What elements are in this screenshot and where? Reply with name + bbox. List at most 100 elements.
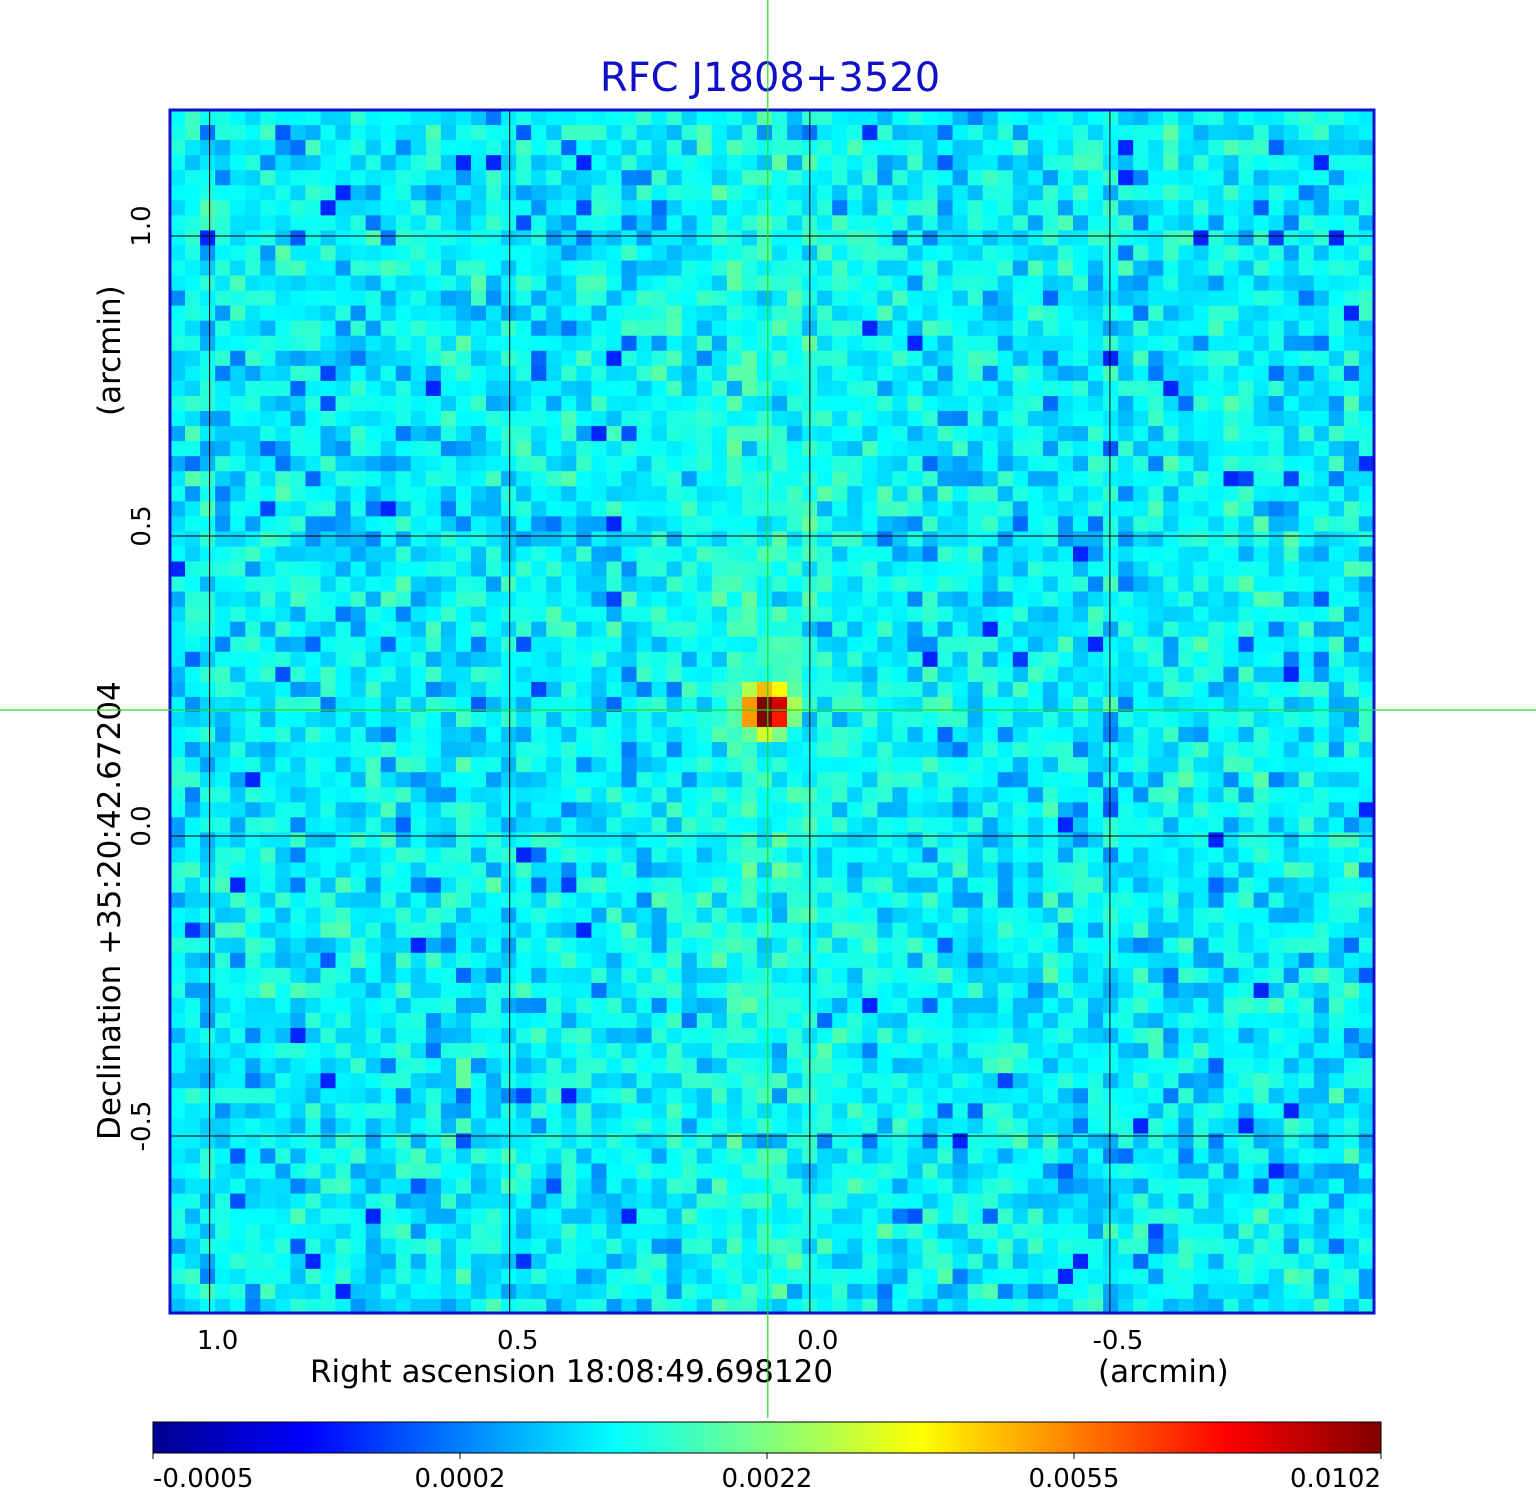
map-pixel [230, 591, 246, 608]
map-pixel [395, 426, 412, 442]
map-pixel [967, 411, 984, 427]
map-pixel [862, 426, 878, 442]
map-pixel [410, 832, 427, 849]
map-pixel [817, 606, 833, 623]
map-pixel [1193, 802, 1210, 818]
map-pixel [516, 110, 532, 126]
map-pixel [1358, 982, 1375, 999]
map-pixel [275, 666, 291, 683]
map-pixel [982, 516, 999, 532]
map-pixel [1283, 892, 1300, 909]
map-pixel [922, 862, 939, 879]
map-pixel [1343, 561, 1360, 578]
map-pixel [215, 486, 231, 502]
map-pixel [1238, 787, 1255, 803]
map-pixel [1358, 245, 1375, 262]
map-pixel [952, 471, 969, 487]
map-pixel [1223, 531, 1240, 548]
map-pixel [516, 546, 532, 563]
map-pixel [1328, 546, 1345, 563]
map-pixel [952, 320, 969, 337]
map-pixel [290, 200, 307, 216]
map-pixel [170, 426, 186, 442]
map-pixel [952, 621, 969, 638]
map-pixel [546, 712, 562, 728]
map-pixel [425, 215, 442, 231]
map-pixel [726, 125, 743, 141]
map-pixel [1268, 591, 1285, 608]
map-pixel [320, 877, 337, 894]
map-pixel [877, 411, 893, 427]
map-pixel [1148, 636, 1164, 653]
map-pixel [1103, 606, 1119, 623]
map-pixel [1133, 320, 1149, 337]
map-pixel [877, 847, 893, 864]
map-pixel [275, 546, 291, 563]
map-pixel [772, 546, 788, 563]
map-pixel [576, 531, 592, 548]
map-pixel [410, 501, 427, 517]
map-pixel [1313, 260, 1330, 277]
map-pixel [1238, 125, 1255, 141]
map-pixel [455, 215, 472, 231]
map-pixel [290, 997, 307, 1014]
map-pixel [1012, 531, 1029, 548]
map-pixel [832, 772, 848, 788]
map-pixel [606, 862, 623, 879]
map-pixel [877, 546, 893, 563]
map-pixel [1163, 591, 1179, 608]
map-pixel [1253, 997, 1270, 1014]
map-pixel [380, 952, 397, 969]
map-pixel [185, 260, 201, 277]
map-pixel [1298, 892, 1315, 909]
map-pixel [170, 937, 186, 954]
map-pixel [1283, 531, 1300, 548]
map-pixel [320, 1013, 337, 1029]
map-pixel [982, 591, 999, 608]
map-pixel [997, 621, 1014, 638]
map-pixel [1268, 997, 1285, 1014]
map-pixel [817, 140, 833, 156]
map-pixel [756, 170, 773, 186]
map-pixel [440, 967, 457, 984]
map-pixel [696, 1028, 713, 1044]
map-pixel [1027, 546, 1044, 563]
map-pixel [862, 757, 878, 773]
map-pixel [1358, 486, 1375, 502]
map-pixel [245, 862, 261, 879]
map-pixel [320, 636, 337, 653]
map-pixel [1088, 982, 1104, 999]
map-pixel [1313, 170, 1330, 186]
map-pixel [275, 742, 291, 758]
map-pixel [1118, 185, 1134, 201]
map-pixel [997, 365, 1014, 382]
map-pixel [982, 365, 999, 382]
map-pixel [711, 937, 728, 954]
map-pixel [215, 561, 231, 578]
map-pixel [651, 862, 668, 879]
map-pixel [215, 651, 231, 668]
map-pixel [275, 576, 291, 593]
map-pixel [1283, 606, 1300, 623]
map-pixel [756, 696, 773, 713]
map-pixel [711, 350, 728, 367]
map-pixel [1328, 471, 1345, 487]
map-pixel [1057, 696, 1074, 713]
map-pixel [260, 727, 276, 743]
map-pixel [170, 982, 186, 999]
map-pixel [335, 170, 352, 186]
map-pixel [772, 892, 788, 909]
map-pixel [1027, 1013, 1044, 1029]
map-pixel [817, 170, 833, 186]
map-pixel [591, 546, 608, 563]
map-pixel [1057, 290, 1074, 307]
map-pixel [681, 531, 698, 548]
map-pixel [922, 922, 939, 939]
map-pixel [967, 757, 984, 773]
map-pixel [907, 426, 924, 442]
map-pixel [380, 997, 397, 1014]
map-pixel [501, 772, 517, 788]
map-pixel [741, 320, 758, 337]
map-pixel [997, 1013, 1014, 1029]
map-pixel [350, 516, 367, 532]
